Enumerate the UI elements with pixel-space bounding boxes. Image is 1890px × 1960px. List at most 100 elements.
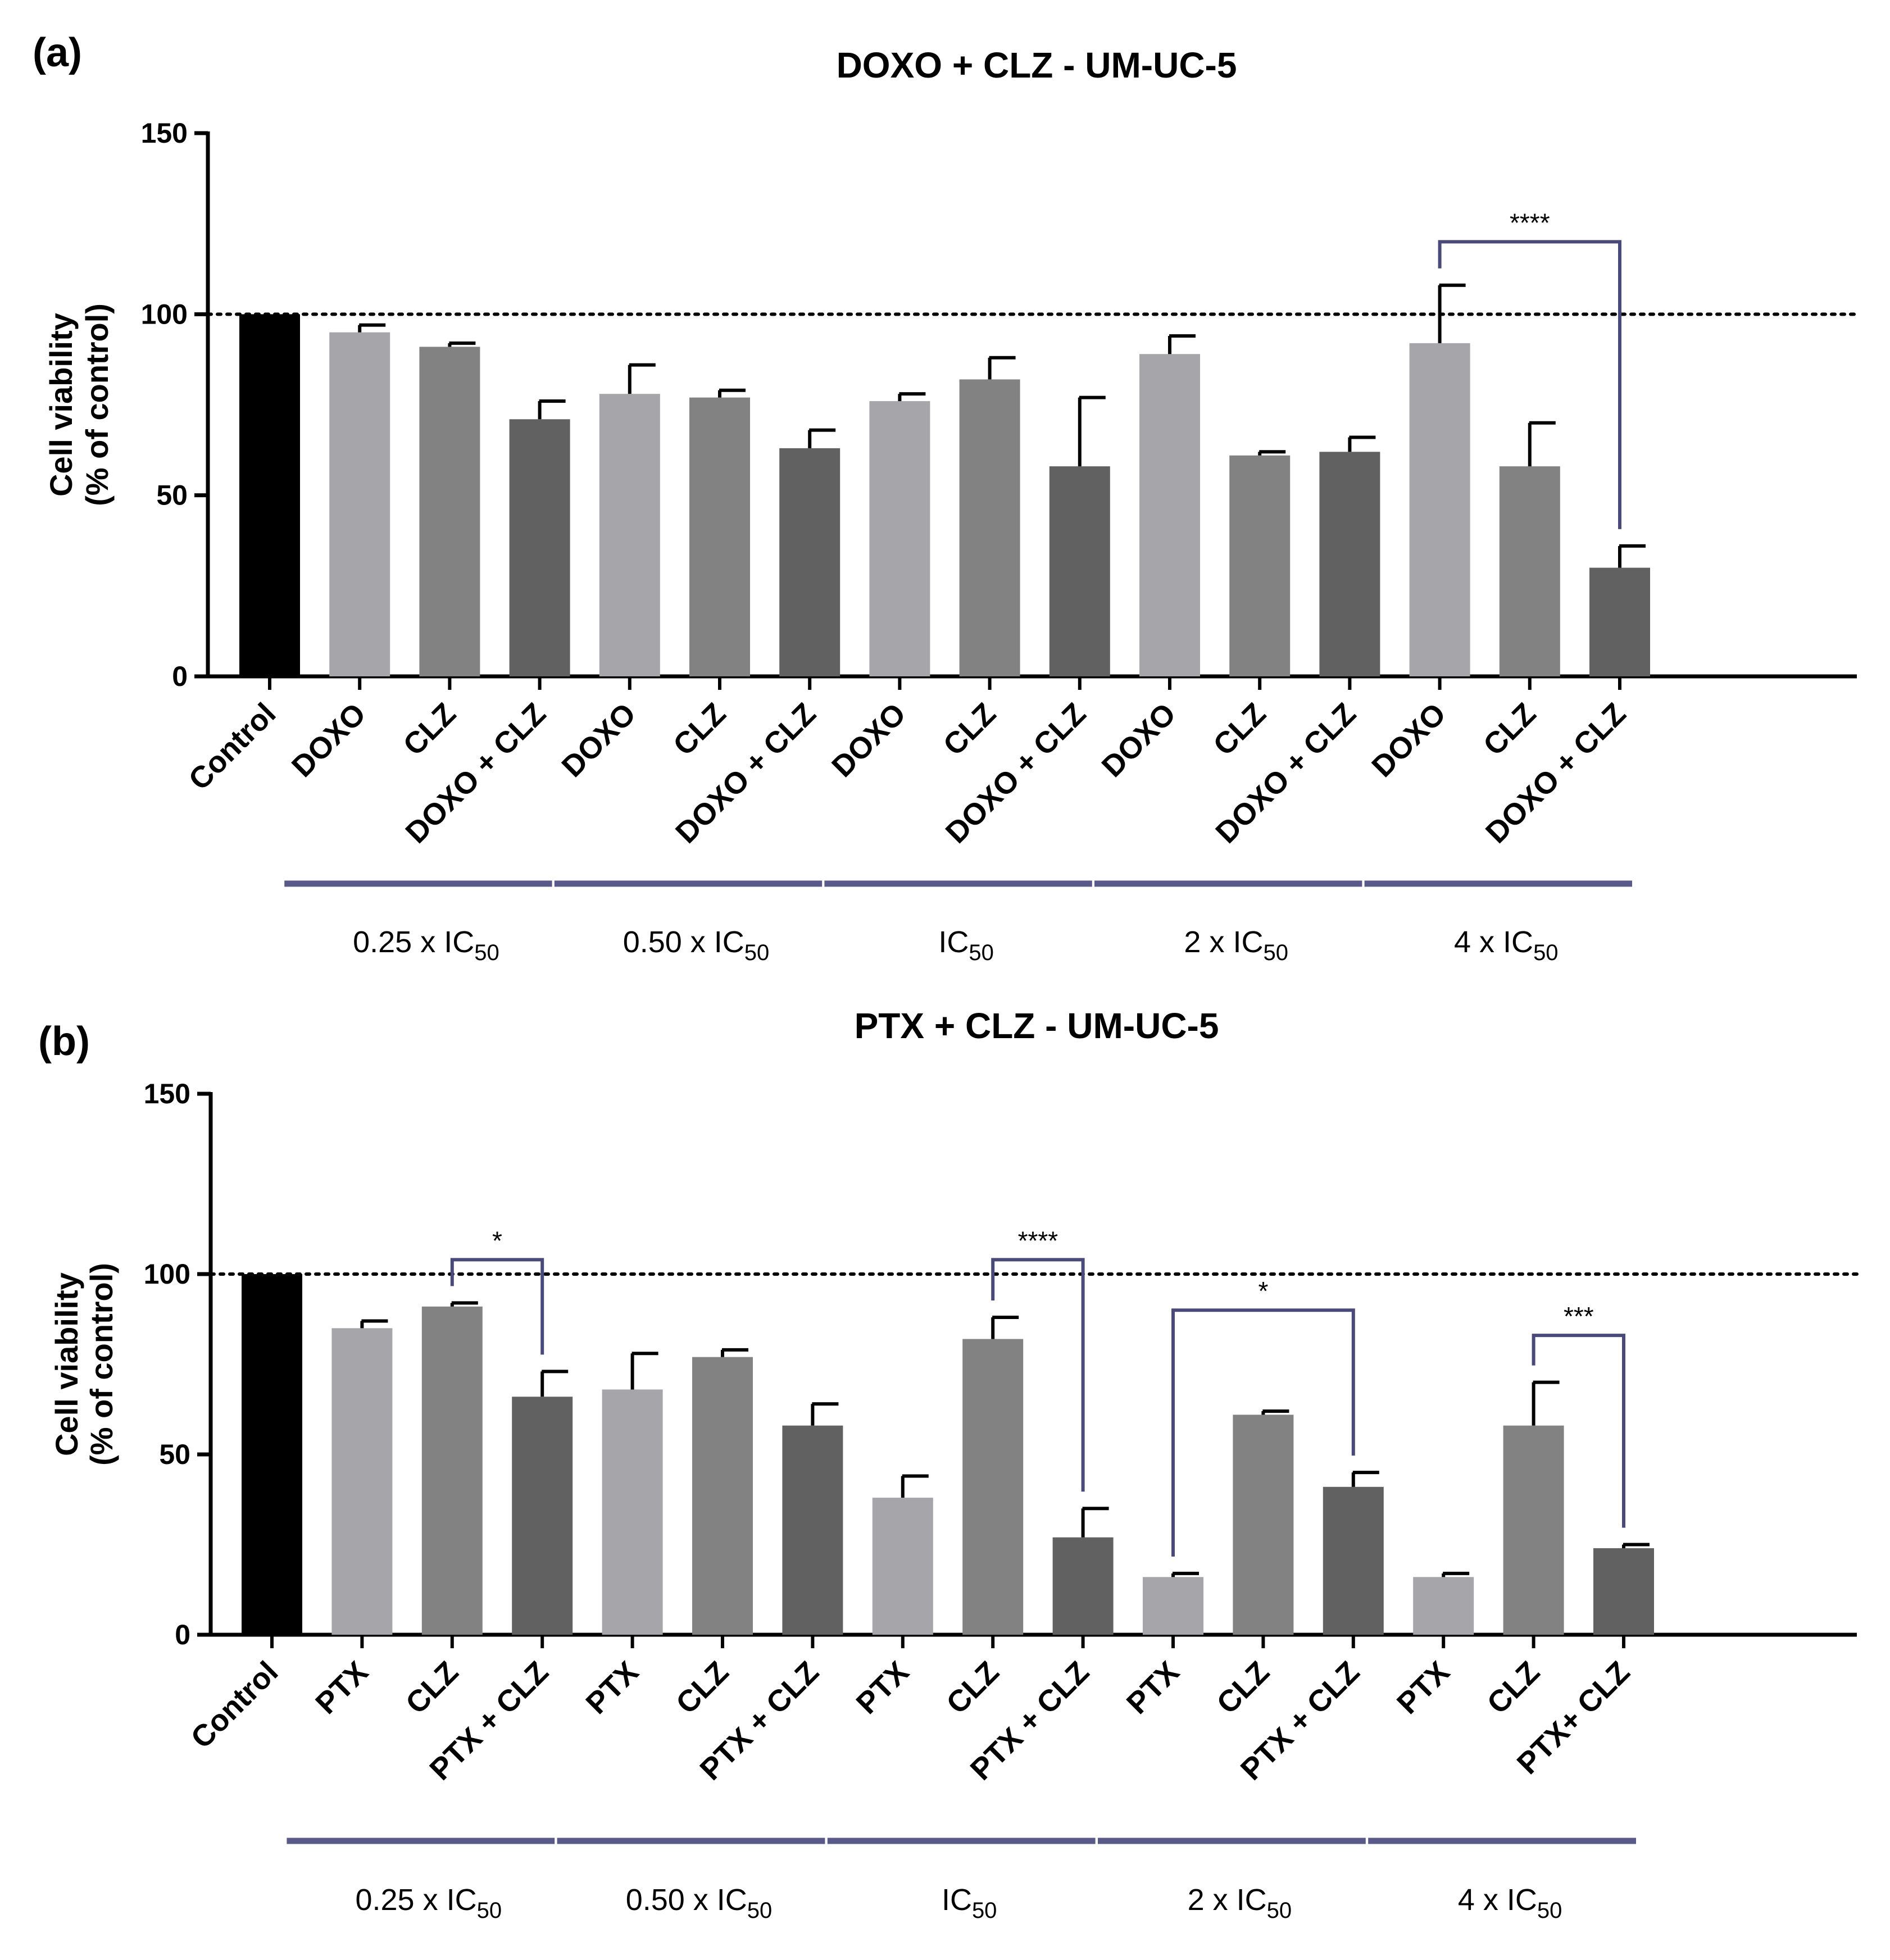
group-label: 2 x IC50 [1188, 1883, 1292, 1923]
group-label-subscript: 50 [747, 1898, 773, 1923]
bar [239, 314, 300, 676]
panel-a: (a) DOXO + CLZ - UM-UC-5 Cell viability (% … [33, 30, 1859, 965]
x-tick-label: PTX [850, 1655, 916, 1721]
significance-bracket [1532, 1334, 1625, 1528]
x-tick-label: DOXO [1096, 697, 1183, 784]
y-tick-label: 50 [159, 1439, 190, 1470]
y-tick-label: 150 [141, 117, 188, 149]
group-label-text: IC [938, 925, 969, 959]
group-label-subscript: 50 [1267, 1898, 1292, 1923]
bar [692, 1357, 753, 1635]
x-tick-label: DOXO [1365, 697, 1452, 784]
bar [1323, 1486, 1384, 1635]
bar [1143, 1577, 1203, 1635]
bar [509, 419, 570, 676]
bar [1233, 1415, 1294, 1635]
x-tick-label: CLZ [937, 697, 1002, 762]
bar [962, 1339, 1024, 1635]
group-label-subscript: 50 [1263, 940, 1288, 965]
x-tick-label: PTX [309, 1655, 375, 1721]
group-label-text: 4 x IC [1454, 925, 1533, 959]
y-tick-label: 0 [172, 661, 188, 692]
x-tick-label: CLZ [940, 1655, 1006, 1721]
bar [1499, 466, 1560, 676]
x-tick-label: DOXO [285, 697, 372, 784]
bar [329, 332, 390, 676]
bar [242, 1274, 302, 1635]
y-tick-label: 0 [175, 1619, 190, 1650]
bar [1229, 455, 1291, 676]
bar [1319, 452, 1380, 676]
y-axis-label-units: (% of control) [79, 303, 115, 506]
x-tick-label: CLZ [1207, 697, 1273, 762]
bar [1593, 1548, 1654, 1635]
bar [872, 1498, 933, 1635]
bar [779, 448, 840, 676]
x-tick-label: PTX [1391, 1655, 1456, 1721]
bar [1139, 354, 1200, 676]
x-tick-label: CLZ [667, 697, 733, 762]
bar [602, 1389, 663, 1635]
group-label-subscript: 50 [744, 940, 770, 965]
bar [689, 397, 750, 676]
bar [1049, 466, 1110, 676]
bar [1589, 567, 1650, 676]
group-label-subscript: 50 [1533, 940, 1559, 965]
y-tick-label: 50 [156, 480, 188, 511]
x-tick-label: CLZ [1210, 1655, 1276, 1721]
bar [959, 379, 1020, 676]
bar [869, 401, 930, 676]
group-label: 0.25 x IC50 [355, 1883, 502, 1923]
bar [599, 394, 660, 676]
significance-label: **** [1018, 1226, 1058, 1255]
group-label: 2 x IC50 [1184, 925, 1288, 965]
x-tick-label: PTX [1120, 1655, 1186, 1721]
chart-title: PTX + CLZ - UM-UC-5 [855, 1006, 1219, 1046]
panel-label: (a) [33, 30, 82, 75]
y-tick-label: 100 [141, 298, 188, 330]
y-tick-label: 100 [144, 1258, 190, 1290]
significance-bracket [1438, 240, 1621, 529]
x-tick-label: CLZ [1480, 1655, 1546, 1721]
y-axis-label: Cell viability [43, 313, 79, 497]
x-tick-label: CLZ [399, 1655, 465, 1721]
x-tick-label: CLZ [1477, 697, 1543, 762]
group-label-subscript: 50 [969, 940, 994, 965]
bar [1413, 1577, 1474, 1635]
group-label-text: 0.25 x IC [353, 925, 474, 959]
significance-label: * [492, 1226, 502, 1255]
bar [1052, 1537, 1114, 1635]
group-label: IC50 [942, 1883, 997, 1923]
x-tick-label: Control [184, 1655, 284, 1755]
group-label-text: 2 x IC [1184, 925, 1263, 959]
panel-b: (b) PTX + CLZ - UM-UC-5 Cell viability (% o… [38, 1006, 1859, 1923]
x-tick-label: DOXO [825, 697, 912, 784]
x-tick-label: CLZ [397, 697, 462, 762]
bar [331, 1328, 393, 1635]
bar [782, 1425, 843, 1635]
group-label-subscript: 50 [972, 1898, 997, 1923]
chart-title: DOXO + CLZ - UM-UC-5 [837, 45, 1237, 85]
bar [512, 1397, 573, 1635]
significance-bracket [1171, 1308, 1355, 1557]
significance-bracket [991, 1258, 1085, 1492]
group-label: 0.25 x IC50 [353, 925, 499, 965]
significance-label: *** [1564, 1302, 1594, 1331]
x-tick-label: PTX [579, 1655, 645, 1721]
x-tick-label: DOXO [555, 697, 642, 784]
group-label-subscript: 50 [474, 940, 499, 965]
bar [1409, 343, 1470, 676]
group-label-text: IC [942, 1883, 972, 1917]
bar [1503, 1425, 1564, 1635]
group-label-text: 4 x IC [1458, 1883, 1537, 1917]
y-tick-label: 150 [144, 1078, 190, 1109]
group-label: 4 x IC50 [1454, 925, 1559, 965]
group-label: IC50 [938, 925, 994, 965]
group-label-text: 0.50 x IC [623, 925, 744, 959]
group-label: 0.50 x IC50 [623, 925, 770, 965]
x-tick-label: CLZ [670, 1655, 735, 1721]
group-label-subscript: 50 [477, 1898, 502, 1923]
group-label: 0.50 x IC50 [626, 1883, 773, 1923]
